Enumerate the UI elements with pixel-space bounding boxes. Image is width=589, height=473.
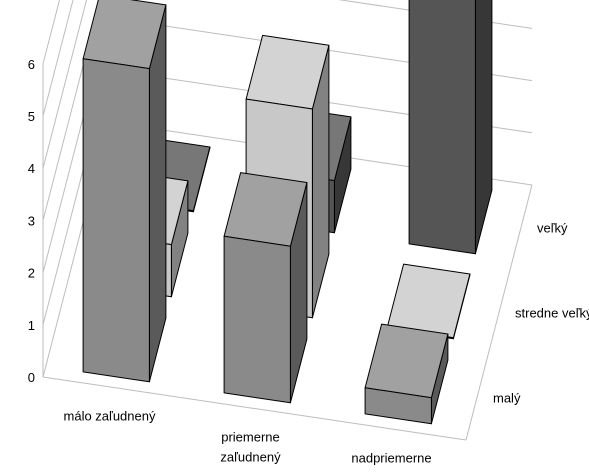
- series-label: veľký: [537, 221, 568, 236]
- bar: [408, 0, 493, 255]
- bar-front-face: [408, 0, 476, 255]
- bar-side-face: [474, 0, 493, 255]
- chart-labels: 0 1 2 3 4 5 6 málo zaľudnený priemerne zaľudnený n…: [28, 57, 589, 473]
- depth-axis-line: [465, 184, 533, 441]
- bar-side-face: [148, 4, 167, 383]
- y-tick-label: 5: [28, 109, 35, 124]
- chart-bars: [82, 0, 493, 425]
- bar: [82, 0, 167, 383]
- bar: [223, 172, 308, 404]
- y-tick-label: 2: [28, 266, 35, 281]
- category-label: nadpriemerneľudnatý: [351, 451, 431, 473]
- y-tick-label: 4: [28, 161, 35, 176]
- category-label: priemerne zaľudnený: [220, 430, 281, 465]
- series-label: stredne veľký: [515, 306, 589, 321]
- y-tick-label: 0: [28, 370, 35, 385]
- bar-front-face: [364, 387, 432, 425]
- bar-front-face: [223, 235, 291, 404]
- y-tick-label: 6: [28, 57, 35, 72]
- bar-front-face: [82, 58, 150, 383]
- gridline: [42, 0, 88, 169]
- category-axis-line: [42, 376, 467, 441]
- category-label: málo zaľudnený: [64, 409, 156, 424]
- y-tick-label: 3: [28, 213, 35, 228]
- series-label: malý: [493, 391, 521, 406]
- gridline: [42, 0, 74, 117]
- gridline: [42, 0, 533, 221]
- bar: [364, 323, 449, 425]
- y-tick-label: 1: [28, 318, 35, 333]
